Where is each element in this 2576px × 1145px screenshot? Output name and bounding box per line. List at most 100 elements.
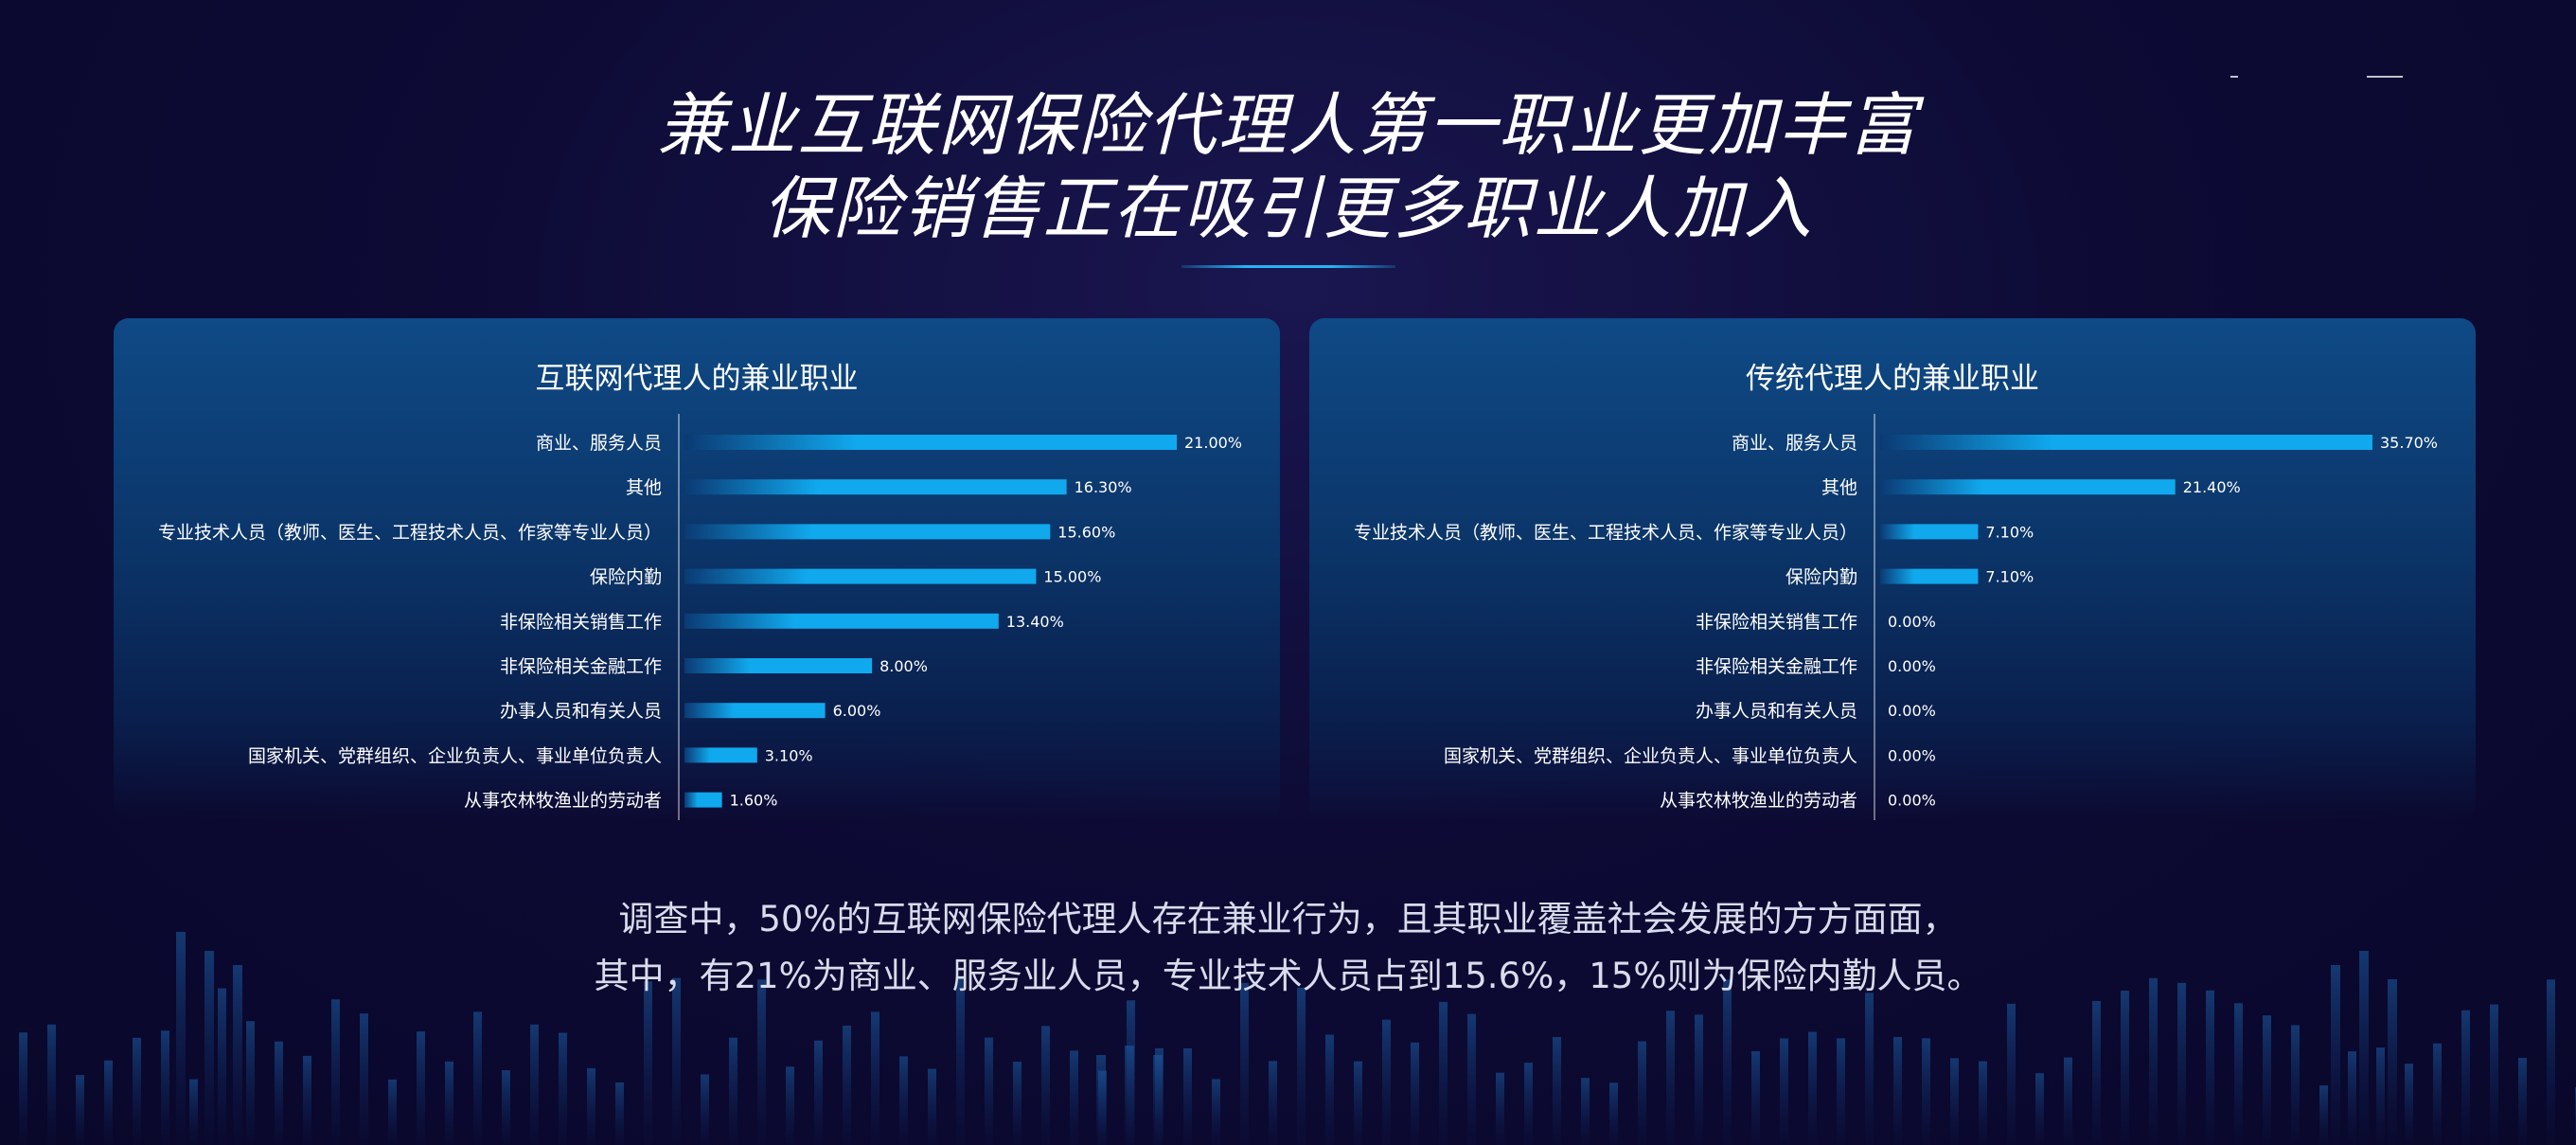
title-underline [1181, 265, 1395, 268]
value-label: 7.10% [1985, 523, 2034, 541]
background-bar [1666, 1011, 1675, 1145]
bar [1880, 435, 2372, 450]
background-bar [843, 1025, 851, 1145]
value-label: 8.00% [879, 657, 928, 675]
background-bar [2035, 1073, 2044, 1145]
background-bar [133, 1037, 141, 1145]
category-label: 国家机关、党群组织、企业负责人、事业单位负责人 [1444, 745, 1857, 766]
background-bar [1893, 1036, 1902, 1145]
background-bar [2149, 977, 2158, 1145]
background-bar [1950, 1058, 1959, 1145]
background-bar [530, 1024, 539, 1145]
background-bar [161, 1030, 169, 1145]
background-bar [388, 1079, 397, 1145]
category-label: 其他 [626, 477, 662, 498]
category-label: 从事农林牧渔业的劳动者 [464, 791, 662, 812]
background-bar [2206, 990, 2214, 1145]
background-bar [1524, 1063, 1533, 1145]
background-bar [1638, 1041, 1646, 1145]
background-bar [1467, 1013, 1476, 1145]
bar-chart-traditional-agents: 商业、服务人员 35.70% 其他 21.40% 专业技术人员（教师、医生、工程技术人员… [1354, 414, 2438, 820]
bar [684, 747, 757, 763]
corner-mark-decoration [2367, 76, 2403, 78]
value-label: 0.00% [1888, 657, 1936, 675]
background-bar [1581, 1078, 1590, 1145]
value-label: 0.00% [1888, 613, 1936, 631]
value-label: 21.00% [1184, 434, 1242, 452]
background-bar [1751, 1051, 1760, 1145]
background-bar [956, 975, 965, 1145]
value-label: 0.00% [1888, 702, 1936, 720]
background-bar [2388, 979, 2397, 1145]
background-bar [2177, 982, 2186, 1145]
page-title-line-1: 兼业互联网保险代理人第一职业更加丰富 [657, 85, 1919, 165]
value-label: 1.60% [730, 792, 778, 810]
background-bar [331, 999, 340, 1145]
background-bar [1297, 987, 1306, 1145]
corner-mark-decoration [2230, 76, 2238, 78]
category-label: 商业、服务人员 [536, 433, 662, 454]
background-bar [2359, 951, 2369, 1145]
bar [1880, 568, 1979, 584]
background-bar [2121, 990, 2129, 1145]
category-label: 商业、服务人员 [1732, 433, 1857, 454]
background-bar [814, 1040, 823, 1145]
value-label: 6.00% [833, 702, 881, 720]
background-bar [644, 981, 652, 1145]
category-label: 专业技术人员（教师、医生、工程技术人员、作家等专业人员） [1354, 522, 1857, 543]
background-bar [2547, 979, 2555, 1145]
background-bar [1183, 1047, 1192, 1145]
category-label: 国家机关、党群组织、企业负责人、事业单位负责人 [248, 745, 662, 766]
background-bar [2263, 1015, 2271, 1145]
background-bar [1922, 1038, 1930, 1145]
background-bar [1865, 993, 1874, 1145]
category-label: 保险内勤 [590, 567, 662, 588]
background-bar [2007, 1003, 2016, 1145]
background-bar [1837, 1038, 1845, 1145]
bar [684, 792, 722, 808]
background-bar [1695, 1014, 1703, 1145]
chart-panel-internet-agents: 互联网代理人的兼业职业 商业、服务人员 21.00% 其他 16.30% 专业技术人员（… [114, 318, 1280, 820]
bar [684, 435, 1177, 450]
background-bar [1609, 1082, 1618, 1145]
category-label: 非保险相关销售工作 [500, 612, 662, 633]
category-label: 办事人员和有关人员 [500, 701, 662, 722]
bar [1880, 479, 2176, 495]
chart-panel-traditional-agents: 传统代理人的兼业职业 商业、服务人员 35.70% 其他 21.40% 专业技术人员（教… [1309, 318, 2476, 820]
value-label: 7.10% [1985, 568, 2034, 586]
bar [684, 703, 826, 719]
summary-line-2: 其中，有21%为商业、服务业人员，专业技术人员占到15.6%，15%则为保险内勤… [594, 956, 1982, 996]
background-bar [1780, 1038, 1788, 1145]
background-bar [928, 1068, 936, 1145]
background-bar [275, 1041, 283, 1145]
background-bar [672, 977, 681, 1145]
category-label: 非保险相关金融工作 [1696, 656, 1857, 677]
background-bar [1096, 1055, 1106, 1145]
bar-chart-internet-agents: 商业、服务人员 21.00% 其他 16.30% 专业技术人员（教师、医生、工程技术人员… [158, 414, 1242, 820]
background-bar [360, 1013, 368, 1145]
category-label: 专业技术人员（教师、医生、工程技术人员、作家等专业人员） [158, 522, 662, 543]
summary-line-1: 调查中，50%的互联网保险代理人存在兼业行为，且其职业覆盖社会发展的方方面面， [618, 899, 1958, 939]
background-bar [1212, 1079, 1220, 1145]
background-bar [615, 1082, 624, 1145]
value-label: 15.60% [1057, 523, 1115, 541]
background-bar [1496, 1072, 1504, 1145]
background-bar [47, 1024, 56, 1145]
bar [684, 568, 1037, 584]
background-bar [2064, 1057, 2072, 1145]
background-bar [473, 1011, 482, 1145]
background-bar [233, 965, 242, 1145]
background-bar [2518, 1057, 2527, 1145]
background-bar [899, 1056, 908, 1145]
background-bar [701, 1074, 709, 1145]
value-label: 0.00% [1888, 792, 1936, 810]
background-bar [502, 1070, 510, 1145]
page-title-line-2: 保险销售正在吸引更多职业人加入 [762, 169, 1814, 248]
background-bar [2405, 1064, 2413, 1145]
background-bar [176, 932, 186, 1145]
background-bar [729, 1037, 737, 1145]
background-bar [2461, 1010, 2470, 1145]
category-label: 保险内勤 [1785, 567, 1857, 588]
background-bar [2433, 1043, 2442, 1145]
background-bar [1354, 1061, 1362, 1145]
